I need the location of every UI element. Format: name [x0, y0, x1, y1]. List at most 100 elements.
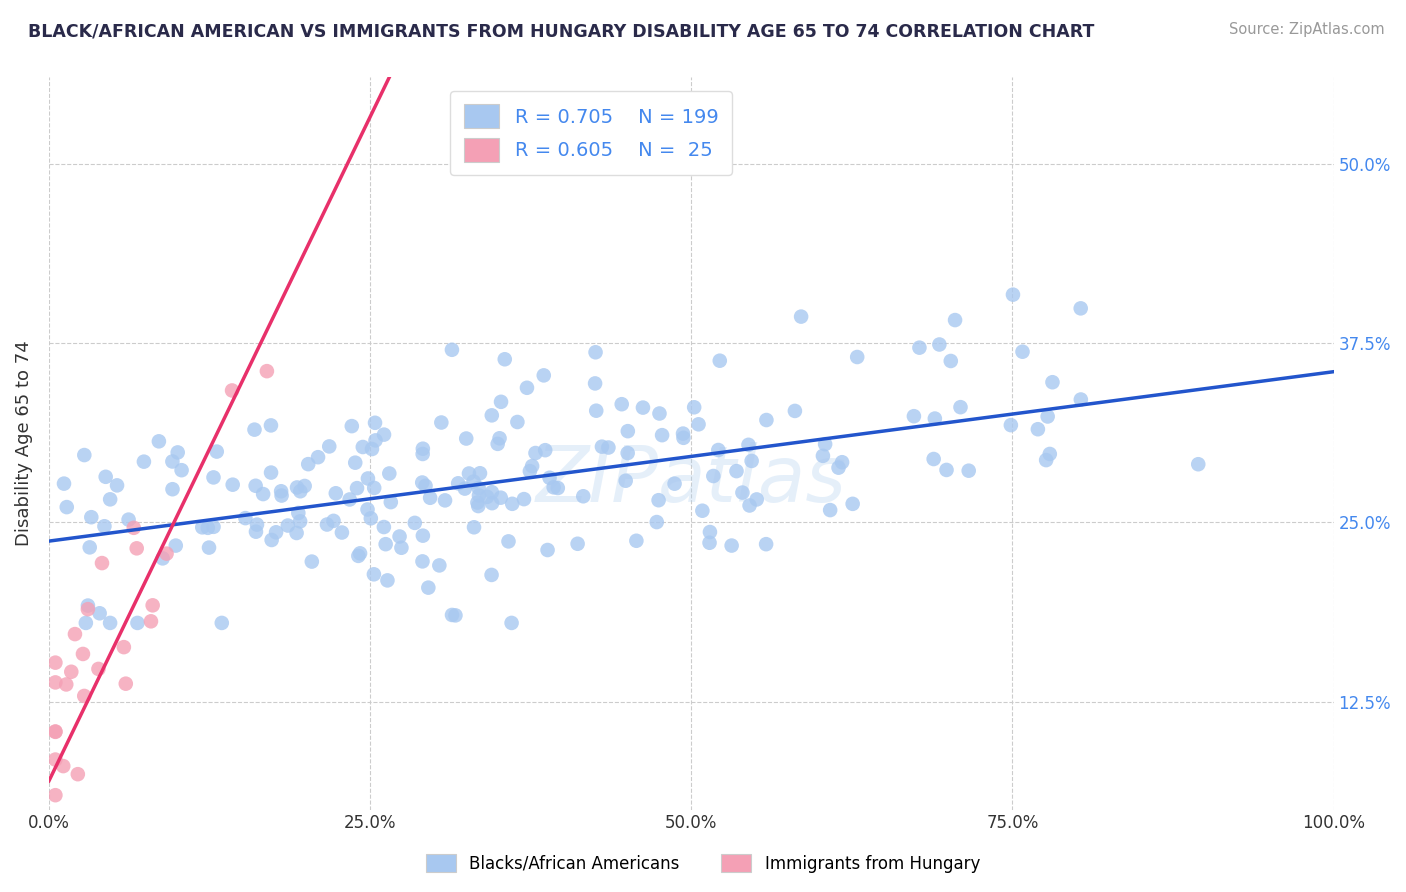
Point — [245, 479, 267, 493]
Point — [415, 479, 437, 493]
Point — [287, 506, 309, 520]
Point — [456, 432, 478, 446]
Point — [356, 502, 378, 516]
Point — [709, 353, 731, 368]
Point — [741, 454, 763, 468]
Point — [731, 485, 754, 500]
Point — [166, 445, 188, 459]
Point — [614, 474, 637, 488]
Point — [846, 350, 869, 364]
Point — [77, 599, 100, 613]
Point — [191, 520, 214, 534]
Point — [170, 463, 193, 477]
Point — [585, 403, 607, 417]
Point — [44, 724, 66, 739]
Point — [211, 615, 233, 630]
Point — [270, 484, 292, 499]
Point — [516, 381, 538, 395]
Point — [841, 497, 863, 511]
Point — [285, 526, 308, 541]
Point — [347, 549, 370, 563]
Point — [463, 520, 485, 534]
Point — [411, 554, 433, 568]
Point — [536, 543, 558, 558]
Point — [197, 521, 219, 535]
Point — [404, 516, 426, 530]
Point — [454, 482, 477, 496]
Point — [683, 401, 706, 415]
Point — [524, 446, 547, 460]
Point — [360, 511, 382, 525]
Point — [651, 428, 673, 442]
Point — [80, 510, 103, 524]
Point — [73, 448, 96, 462]
Point — [235, 511, 257, 525]
Legend: Blacks/African Americans, Immigrants from Hungary: Blacks/African Americans, Immigrants fro… — [419, 847, 987, 880]
Point — [745, 492, 768, 507]
Y-axis label: Disability Age 65 to 74: Disability Age 65 to 74 — [15, 341, 32, 547]
Point — [112, 640, 135, 654]
Point — [246, 517, 269, 532]
Point — [533, 368, 555, 383]
Point — [285, 480, 308, 494]
Point — [463, 475, 485, 489]
Point — [162, 482, 184, 496]
Point — [543, 480, 565, 494]
Point — [699, 535, 721, 549]
Point — [547, 481, 569, 495]
Point — [361, 442, 384, 456]
Point — [44, 656, 66, 670]
Point — [814, 437, 837, 451]
Point — [467, 481, 489, 495]
Point — [648, 407, 671, 421]
Point — [44, 753, 66, 767]
Point — [908, 341, 931, 355]
Point — [475, 490, 498, 504]
Point — [626, 533, 648, 548]
Point — [75, 615, 97, 630]
Point — [243, 423, 266, 437]
Point — [277, 518, 299, 533]
Point — [352, 440, 374, 454]
Point — [831, 455, 853, 469]
Point — [440, 607, 463, 622]
Point — [260, 418, 283, 433]
Point — [811, 449, 834, 463]
Point — [307, 450, 329, 465]
Point — [388, 529, 411, 543]
Point — [434, 493, 457, 508]
Point — [707, 443, 730, 458]
Point — [357, 471, 380, 485]
Point — [374, 537, 396, 551]
Point — [672, 426, 695, 441]
Point — [949, 400, 972, 414]
Point — [60, 665, 83, 679]
Point — [260, 466, 283, 480]
Point — [373, 520, 395, 534]
Point — [412, 442, 434, 456]
Point — [419, 491, 441, 505]
Point — [645, 515, 668, 529]
Point — [467, 495, 489, 509]
Point — [72, 647, 94, 661]
Point — [73, 689, 96, 703]
Point — [458, 467, 481, 481]
Point — [412, 447, 434, 461]
Point — [330, 525, 353, 540]
Point — [498, 534, 520, 549]
Point — [290, 484, 312, 499]
Point — [122, 521, 145, 535]
Point — [87, 662, 110, 676]
Point — [1187, 457, 1209, 471]
Point — [501, 615, 523, 630]
Point — [827, 460, 849, 475]
Point — [1035, 453, 1057, 467]
Point — [486, 437, 509, 451]
Point — [98, 615, 121, 630]
Point — [162, 454, 184, 468]
Point — [52, 759, 75, 773]
Point — [152, 551, 174, 566]
Point — [1000, 418, 1022, 433]
Point — [755, 413, 778, 427]
Point — [260, 533, 283, 547]
